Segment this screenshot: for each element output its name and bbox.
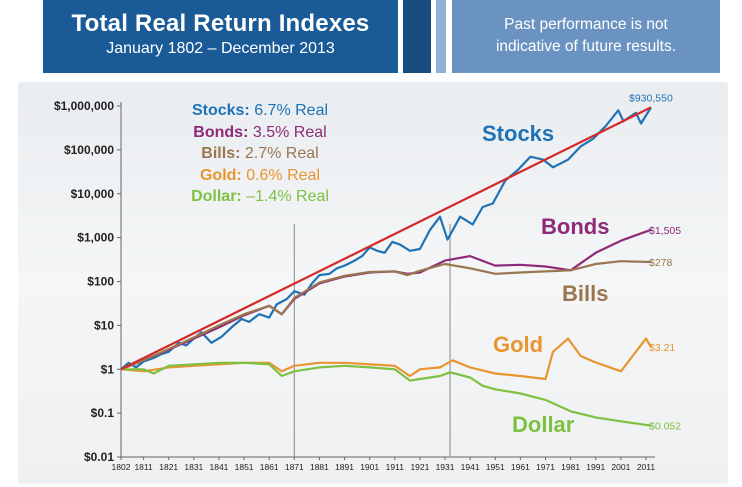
- y-tick-label: $1,000: [77, 231, 114, 245]
- series-end-label-bills: $278: [649, 257, 673, 269]
- chart-title: Total Real Return Indexes: [71, 10, 370, 37]
- x-tick-label: 1961: [511, 462, 530, 472]
- x-tick-label: 1861: [260, 462, 279, 472]
- series-line-bills: [120, 260, 652, 371]
- x-tick-label: 1851: [235, 462, 254, 472]
- x-tick-label: 1821: [159, 462, 178, 472]
- x-tick-label: 1841: [210, 462, 229, 472]
- x-tick-label: 1831: [184, 462, 203, 472]
- series-label-bills: Bills: [562, 281, 608, 306]
- title-banner: Total Real Return Indexes January 1802 –…: [43, 0, 398, 73]
- x-tick-label: 1802: [112, 462, 131, 472]
- legend-name: Bonds:: [193, 123, 249, 141]
- chart-legend: Stocks: 6.7% Real Bonds: 3.5% Real Bills…: [140, 100, 380, 208]
- legend-row-stocks: Stocks: 6.7% Real: [140, 100, 380, 122]
- y-tick-label: $1,000,000: [54, 99, 114, 113]
- legend-name: Stocks:: [191, 102, 250, 119]
- legend-name: Dollar:: [191, 188, 242, 205]
- legend-row-dollar: Dollar: –1.4% Real: [140, 186, 380, 208]
- disclaimer-line-1: Past performance is not: [504, 16, 668, 33]
- decorative-stripe-dark: [403, 0, 431, 73]
- x-tick-label: 1991: [586, 462, 605, 472]
- series-end-label-bonds: $1,505: [649, 225, 681, 237]
- legend-rate: –1.4% Real: [246, 188, 329, 205]
- x-tick-label: 1951: [486, 462, 505, 472]
- x-tick-label: 1911: [386, 462, 405, 472]
- y-tick-label: $10,000: [71, 187, 115, 201]
- legend-rate: 2.7% Real: [244, 145, 319, 162]
- decorative-stripe-light: [436, 0, 446, 73]
- trend-line: [120, 106, 652, 371]
- x-tick-label: 1921: [410, 462, 429, 472]
- legend-rate: 0.6% Real: [246, 166, 321, 184]
- x-tick-label: 1881: [310, 462, 329, 472]
- y-tick-label: $100: [87, 275, 114, 289]
- x-tick-label: 1891: [335, 462, 354, 472]
- x-tick-label: 1971: [536, 462, 555, 472]
- x-tick-label: 2001: [611, 462, 630, 472]
- y-tick-label: $100,000: [64, 143, 114, 157]
- y-tick-label: $10: [94, 318, 114, 332]
- series-end-label-dollar: $0.052: [649, 421, 681, 433]
- series-label-gold: Gold: [493, 332, 543, 357]
- series-label-dollar: Dollar: [512, 412, 575, 437]
- legend-rate: 3.5% Real: [252, 123, 327, 141]
- legend-rate: 6.7% Real: [254, 102, 329, 119]
- y-tick-label: $0.01: [84, 450, 114, 464]
- x-tick-label: 2011: [637, 462, 656, 472]
- series-line-gold: [120, 337, 652, 381]
- series-end-label-gold: $3.21: [649, 342, 675, 354]
- legend-name: Gold:: [199, 166, 242, 184]
- series-label-bonds: Bonds: [541, 214, 609, 239]
- x-tick-label: 1931: [436, 462, 455, 472]
- chart-subtitle: January 1802 – December 2013: [106, 40, 335, 57]
- x-tick-label: 1941: [461, 462, 480, 472]
- disclaimer-line-2: indicative of future results.: [495, 38, 677, 55]
- series-end-label-stocks: $930,550: [629, 92, 673, 104]
- legend-name: Bills:: [201, 145, 241, 162]
- series-label-stocks: Stocks: [482, 121, 554, 146]
- y-tick-label: $0.1: [91, 406, 115, 420]
- x-tick-label: 1901: [360, 462, 379, 472]
- series-line-dollar: [121, 361, 652, 427]
- legend-row-bills: Bills: 2.7% Real: [140, 143, 380, 165]
- disclaimer-banner: Past performance is not indicative of fu…: [452, 0, 720, 73]
- chart-panel: [18, 82, 728, 484]
- y-tick-label: $1: [101, 362, 115, 376]
- x-tick-label: 1811: [134, 462, 153, 472]
- legend-row-gold: Gold: 0.6% Real: [140, 165, 380, 187]
- x-tick-label: 1981: [561, 462, 580, 472]
- x-tick-label: 1871: [285, 462, 304, 472]
- legend-row-bonds: Bonds: 3.5% Real: [140, 122, 380, 144]
